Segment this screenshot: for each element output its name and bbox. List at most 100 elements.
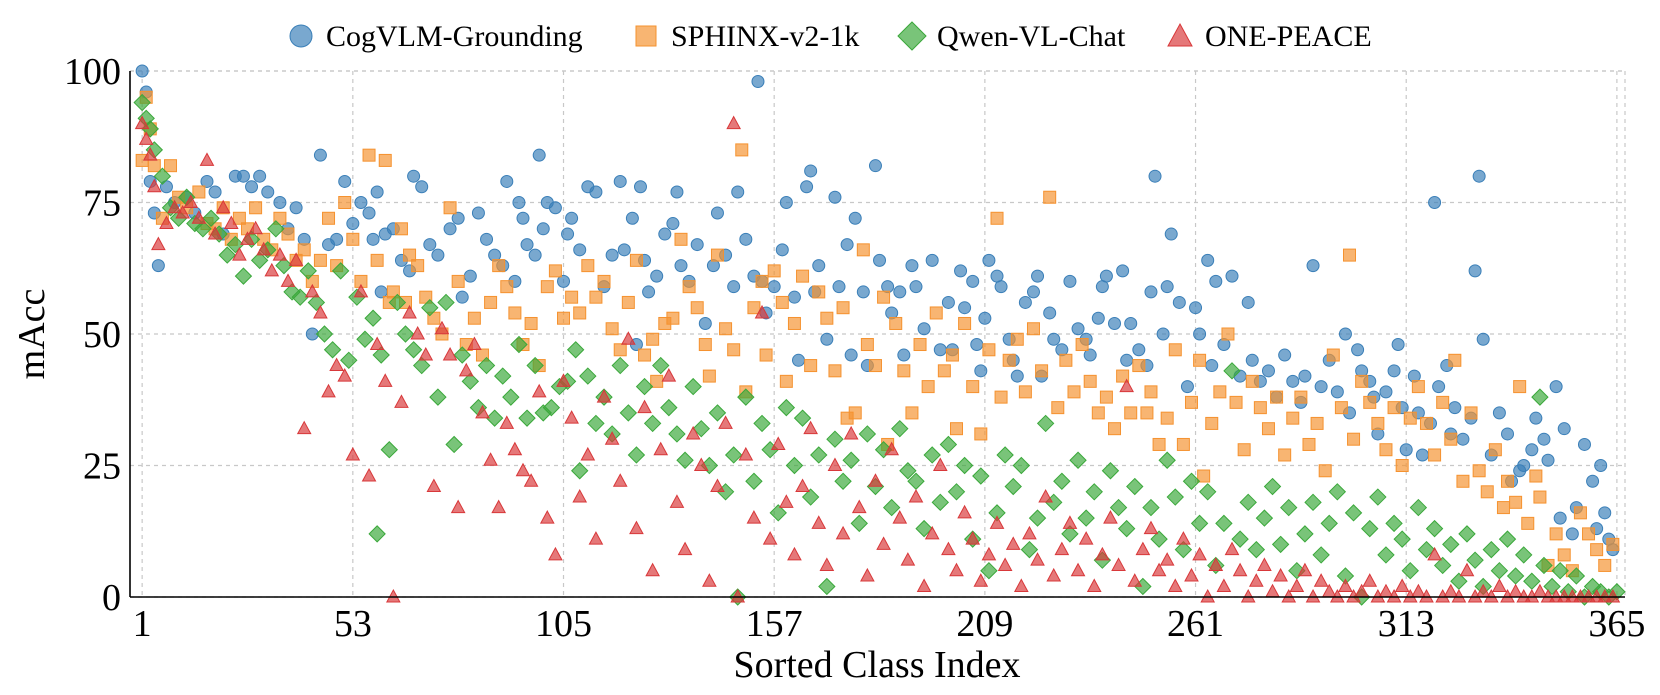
data-point (1425, 519, 1444, 538)
data-point (882, 498, 901, 517)
data-point (754, 304, 770, 319)
data-point (1150, 530, 1168, 548)
data-point (167, 199, 182, 214)
data-point (1085, 483, 1103, 501)
data-point (978, 311, 992, 325)
data-point (572, 489, 588, 503)
data-point (410, 325, 425, 340)
data-point (931, 493, 950, 512)
data-point (1490, 561, 1509, 580)
data-point (1448, 353, 1462, 367)
data-point (580, 446, 596, 461)
data-point (650, 374, 664, 388)
data-point (1111, 557, 1126, 571)
data-point (133, 93, 151, 112)
data-point (1083, 374, 1097, 388)
data-point (1043, 190, 1057, 204)
data-point (340, 351, 358, 370)
x-tick-label: 365 (1588, 603, 1645, 645)
data-point (1167, 578, 1183, 592)
y-tick-label: 25 (83, 446, 121, 488)
data-point (1205, 416, 1219, 430)
data-point (1159, 552, 1175, 566)
data-point (1270, 390, 1284, 404)
data-point (1164, 227, 1178, 241)
data-point (1428, 196, 1442, 209)
data-point (1231, 530, 1249, 548)
data-point (965, 531, 981, 545)
data-point (646, 332, 660, 346)
data-point (836, 301, 850, 315)
data-point (917, 322, 931, 336)
data-point (1247, 540, 1266, 559)
data-point (868, 359, 882, 373)
data-point (304, 283, 320, 298)
data-point (192, 185, 206, 199)
data-point (256, 241, 272, 256)
data-point (666, 311, 680, 325)
data-point (1263, 477, 1282, 496)
data-point (1005, 536, 1021, 550)
data-point (1459, 562, 1475, 577)
data-point (637, 399, 652, 414)
data-point (787, 290, 801, 304)
data-point (1501, 474, 1515, 488)
data-point (571, 462, 589, 480)
data-point (1387, 364, 1401, 378)
data-point (415, 180, 429, 194)
data-point (502, 388, 520, 406)
data-point (183, 194, 199, 208)
data-point (819, 557, 835, 571)
legend-marker (289, 24, 313, 48)
data-point (1411, 380, 1425, 394)
data-point (1294, 390, 1308, 404)
data-point (1127, 573, 1143, 587)
data-point (1393, 530, 1411, 548)
data-point (1306, 259, 1320, 273)
data-point (698, 338, 712, 352)
data-point (431, 248, 445, 262)
data-point (331, 262, 350, 280)
data-point (612, 473, 628, 487)
data-point (980, 561, 998, 580)
data-point (1124, 316, 1138, 330)
data-point (724, 446, 743, 464)
data-point (499, 415, 515, 429)
data-point (1399, 443, 1413, 457)
data-point (1253, 401, 1267, 415)
data-point (730, 588, 746, 603)
data-point (1565, 527, 1579, 541)
data-point (1448, 401, 1462, 415)
data-point (1051, 401, 1065, 415)
data-point (1515, 546, 1533, 564)
data-point (737, 388, 755, 406)
data-point (500, 174, 514, 188)
data-point (1271, 535, 1290, 554)
data-point (996, 446, 1014, 464)
data-point (1472, 169, 1486, 183)
data-point (1334, 401, 1348, 415)
data-point (322, 211, 336, 225)
legend-entry: CogVLM-Grounding (289, 20, 583, 53)
data-point (767, 280, 781, 294)
data-point (346, 232, 360, 246)
data-point (1078, 531, 1094, 545)
data-point (1298, 369, 1312, 383)
data-point (245, 180, 259, 194)
data-point (1069, 451, 1087, 469)
data-point (660, 398, 678, 417)
data-point (338, 196, 352, 209)
data-point (693, 457, 709, 471)
data-point (1013, 578, 1029, 592)
data-point (313, 148, 327, 162)
data-point (330, 232, 344, 246)
data-point (1480, 485, 1494, 499)
data-point (1598, 506, 1612, 520)
legend-entry: SPHINX-v2-1k (635, 20, 859, 53)
data-point (411, 259, 425, 273)
data-point (207, 226, 223, 240)
data-point (1310, 416, 1324, 430)
data-point (1409, 498, 1428, 517)
data-point (804, 164, 818, 178)
data-point (1062, 515, 1078, 529)
